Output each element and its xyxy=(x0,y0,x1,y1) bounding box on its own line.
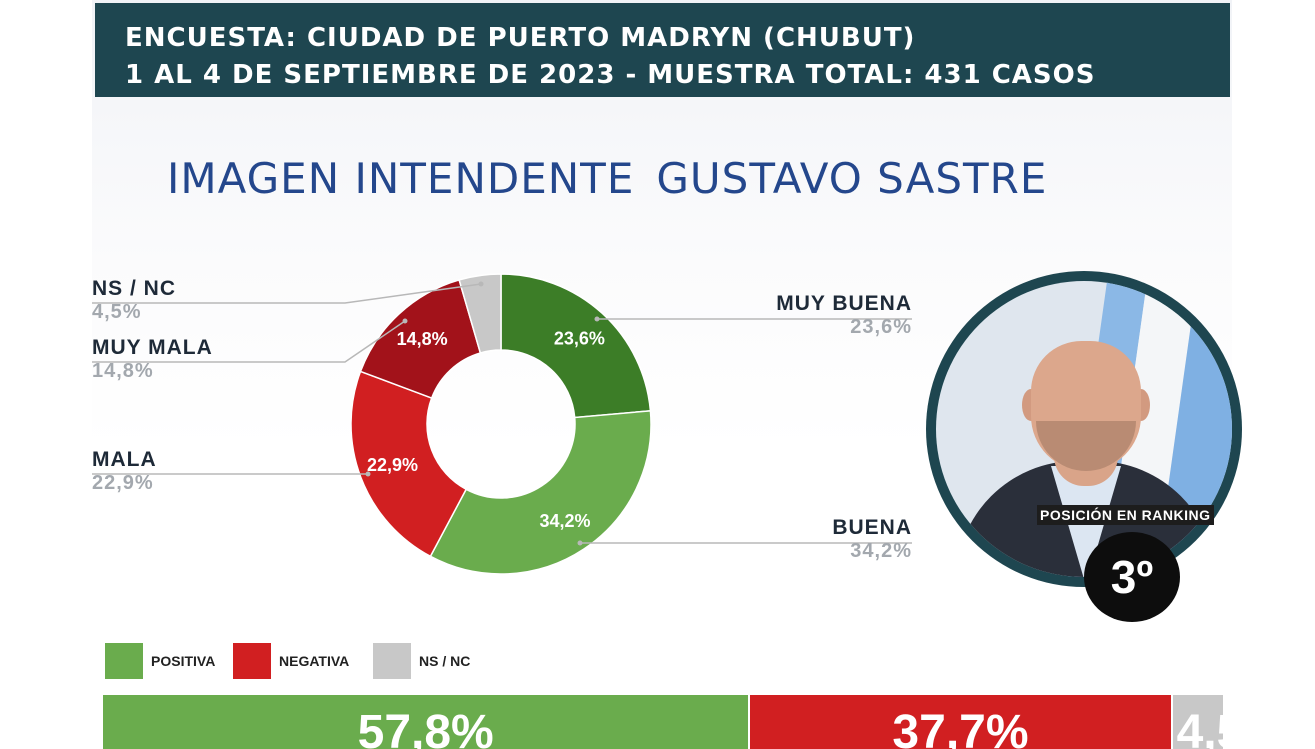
slice-mala xyxy=(350,370,468,558)
portrait-photo xyxy=(936,281,1232,577)
slice-label-muy-buena: 23,6% xyxy=(554,328,605,348)
leader-line-ns-nc xyxy=(92,283,482,304)
portrait-frame xyxy=(926,271,1242,587)
leader-dot-ns-nc xyxy=(478,281,484,287)
chart-title: IMAGEN INTENDENTE GUSTAVO SASTRE xyxy=(167,154,1047,203)
label-value: 4,5% xyxy=(92,301,142,323)
title-part-1: IMAGEN INTENDENTE xyxy=(167,154,635,203)
legend-label-positiva: POSITIVA xyxy=(151,653,216,669)
label-mala: MALA 22,9% xyxy=(92,448,157,495)
label-value: 14,8% xyxy=(92,360,154,382)
header-banner: ENCUESTA: CIUDAD DE PUERTO MADRYN (CHUBU… xyxy=(95,3,1230,97)
slice-labels: 23,6% 34,2% 22,9% 14,8% xyxy=(367,328,605,530)
label-name: NS / NC xyxy=(92,277,177,300)
legend: POSITIVA NEGATIVA NS / NC xyxy=(105,643,505,679)
header-line-1: ENCUESTA: CIUDAD DE PUERTO MADRYN (CHUBU… xyxy=(125,23,916,53)
slice-buena xyxy=(429,410,652,575)
leader-dot-muy-mala xyxy=(402,318,408,324)
donut-slices xyxy=(350,273,652,575)
slice-muy-buena xyxy=(500,273,652,419)
bar-segment-negativa: 37,7% xyxy=(750,695,1171,749)
leader-dot-mala xyxy=(365,471,371,477)
slice-label-mala: 22,9% xyxy=(367,455,418,475)
label-value: 34,2% xyxy=(850,540,912,562)
label-name: MUY BUENA xyxy=(776,292,912,315)
slice-label-muy-mala: 14,8% xyxy=(397,329,448,349)
legend-label-negativa: NEGATIVA xyxy=(279,653,350,669)
title-part-2: GUSTAVO SASTRE xyxy=(656,154,1048,203)
label-value: 22,9% xyxy=(92,472,154,494)
leader-dot-buena xyxy=(577,540,583,546)
bar-label-negativa: 37,7% xyxy=(892,706,1029,749)
legend-swatch-negativa xyxy=(233,643,271,679)
label-name: BUENA xyxy=(832,516,912,539)
bar-segment-nsnc: 4,5% xyxy=(1172,695,1223,749)
leader-lines xyxy=(92,281,912,546)
label-value: 23,6% xyxy=(850,316,912,338)
leader-line-muy-mala xyxy=(92,320,406,363)
label-buena: BUENA 34,2% xyxy=(832,516,912,563)
bar-segment-positiva: 57,8% xyxy=(103,695,749,749)
leader-dot-muy-buena xyxy=(594,316,600,322)
legend-label-nsnc: NS / NC xyxy=(419,653,471,669)
slice-label-buena: 34,2% xyxy=(539,511,590,531)
label-name: MALA xyxy=(92,448,157,471)
ranking-badge: 3º xyxy=(1084,532,1180,622)
slice-ns-nc xyxy=(458,273,502,354)
legend-swatch-nsnc xyxy=(373,643,411,679)
ranking-label: POSICIÓN EN RANKING xyxy=(1037,505,1214,525)
legend-swatch-positiva xyxy=(105,643,143,679)
bar-label-nsnc: 4,5% xyxy=(1176,706,1223,749)
label-name: MUY MALA xyxy=(92,336,213,359)
bar-label-positiva: 57,8% xyxy=(357,706,494,749)
label-muy-buena: MUY BUENA 23,6% xyxy=(776,292,912,339)
header-line-2: 1 AL 4 DE SEPTIEMBRE DE 2023 - MUESTRA T… xyxy=(125,60,1096,90)
label-muy-mala: MUY MALA 14,8% xyxy=(92,336,213,383)
label-ns-nc: NS / NC 4,5% xyxy=(92,277,176,324)
